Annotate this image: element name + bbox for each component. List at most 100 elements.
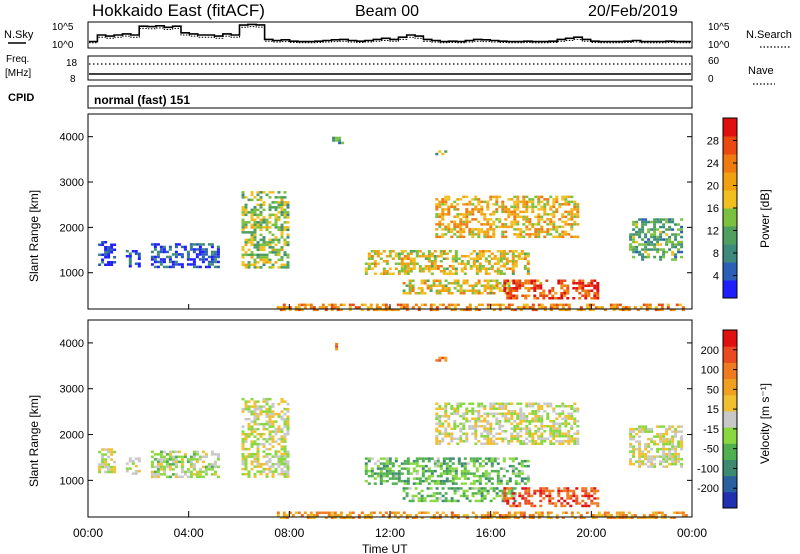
power-cell xyxy=(665,220,669,224)
velocity-cell xyxy=(477,405,481,408)
power-cell xyxy=(360,308,364,312)
power-cell xyxy=(201,255,205,259)
power-cell xyxy=(665,240,669,244)
power-cell xyxy=(484,257,488,260)
power-cell xyxy=(546,230,550,234)
freq-tick-top: 18 xyxy=(66,58,78,69)
velocity-cell xyxy=(609,514,613,517)
velocity-cell xyxy=(615,516,619,519)
power-cell xyxy=(552,203,556,206)
power-cell xyxy=(465,282,469,285)
velocity-cell xyxy=(268,410,272,413)
velocity-cell xyxy=(477,417,481,420)
velocity-cell xyxy=(489,499,493,503)
velocity-cell xyxy=(424,479,428,483)
power-cell xyxy=(283,211,287,214)
velocity-cell xyxy=(474,435,478,438)
cpid-frame xyxy=(87,85,693,109)
power-cell xyxy=(444,287,448,290)
power-cell xyxy=(516,223,520,226)
velocity-cell xyxy=(442,457,446,460)
power-cell xyxy=(465,195,469,199)
power-cell xyxy=(435,306,439,309)
velocity-cell xyxy=(593,489,597,493)
power-cell xyxy=(566,289,570,292)
power-cell xyxy=(504,225,508,229)
power-cell xyxy=(247,248,251,252)
velocity-cell xyxy=(498,514,502,517)
power-cell xyxy=(498,220,502,224)
velocity-cell xyxy=(393,514,397,517)
velocity-cell xyxy=(504,514,508,517)
power-cell xyxy=(137,255,141,258)
power-cell xyxy=(480,200,484,204)
power-cell xyxy=(277,218,281,222)
power-cell xyxy=(675,303,679,307)
power-cell xyxy=(435,213,439,216)
power-cell xyxy=(563,284,567,287)
velocity-cell xyxy=(441,422,445,425)
power-cell xyxy=(477,279,481,282)
velocity-cell xyxy=(546,437,550,440)
velocity-cell xyxy=(253,440,257,443)
power-cell xyxy=(283,216,287,219)
power-cell xyxy=(107,263,111,266)
velocity-cell xyxy=(495,422,499,425)
velocity-cell xyxy=(271,455,275,458)
velocity-cell xyxy=(450,435,454,438)
velocity-cell xyxy=(501,412,505,415)
power-cell xyxy=(280,266,284,269)
power-cell xyxy=(561,230,565,234)
power-cell xyxy=(549,195,553,199)
power-cell xyxy=(439,252,443,255)
power-cell xyxy=(624,306,628,309)
velocity-cell xyxy=(174,460,178,464)
velocity-cell xyxy=(680,465,684,468)
velocity-cell xyxy=(388,467,392,470)
velocity-cell xyxy=(441,425,445,428)
velocity-cell xyxy=(454,477,458,480)
velocity-cell xyxy=(259,442,263,446)
power-cell xyxy=(441,208,445,211)
velocity-cell xyxy=(415,464,419,468)
power-cell xyxy=(474,195,478,199)
velocity-cell xyxy=(309,511,313,514)
velocity-cell xyxy=(294,511,298,514)
power-cell xyxy=(501,284,505,287)
power-cell xyxy=(495,208,499,211)
power-cell xyxy=(514,265,518,268)
power-cell xyxy=(537,198,541,201)
velocity-cell xyxy=(647,450,651,453)
power-cell xyxy=(213,258,217,261)
velocity-cell xyxy=(247,405,251,408)
velocity-cell xyxy=(677,425,681,428)
power-cell xyxy=(542,289,546,292)
power-cell xyxy=(280,208,284,212)
power-cell xyxy=(504,230,508,234)
velocity-cell xyxy=(540,407,544,410)
power-cell xyxy=(438,282,442,285)
velocity-cell xyxy=(671,437,675,441)
velocity-cell xyxy=(533,504,537,508)
velocity-cell xyxy=(566,502,570,505)
velocity-cell xyxy=(465,417,469,420)
power-cell xyxy=(250,208,254,212)
power-cell xyxy=(367,262,371,265)
power-cell xyxy=(309,306,313,309)
velocity-cell xyxy=(534,417,538,420)
x-tick-label: 04:00 xyxy=(174,526,204,540)
power-cell xyxy=(534,230,538,234)
velocity-cell xyxy=(165,460,169,464)
power-cell xyxy=(650,240,654,244)
power-cell xyxy=(477,208,481,211)
power-cell xyxy=(375,308,379,312)
velocity-cell xyxy=(468,427,472,430)
power-cell xyxy=(644,243,648,246)
power-cell xyxy=(674,258,678,261)
power-cell xyxy=(462,223,466,226)
velocity-cell xyxy=(432,499,436,503)
power-cell xyxy=(262,203,266,207)
power-cell xyxy=(492,210,496,214)
power-cell xyxy=(563,289,567,292)
velocity-cell xyxy=(247,407,251,411)
